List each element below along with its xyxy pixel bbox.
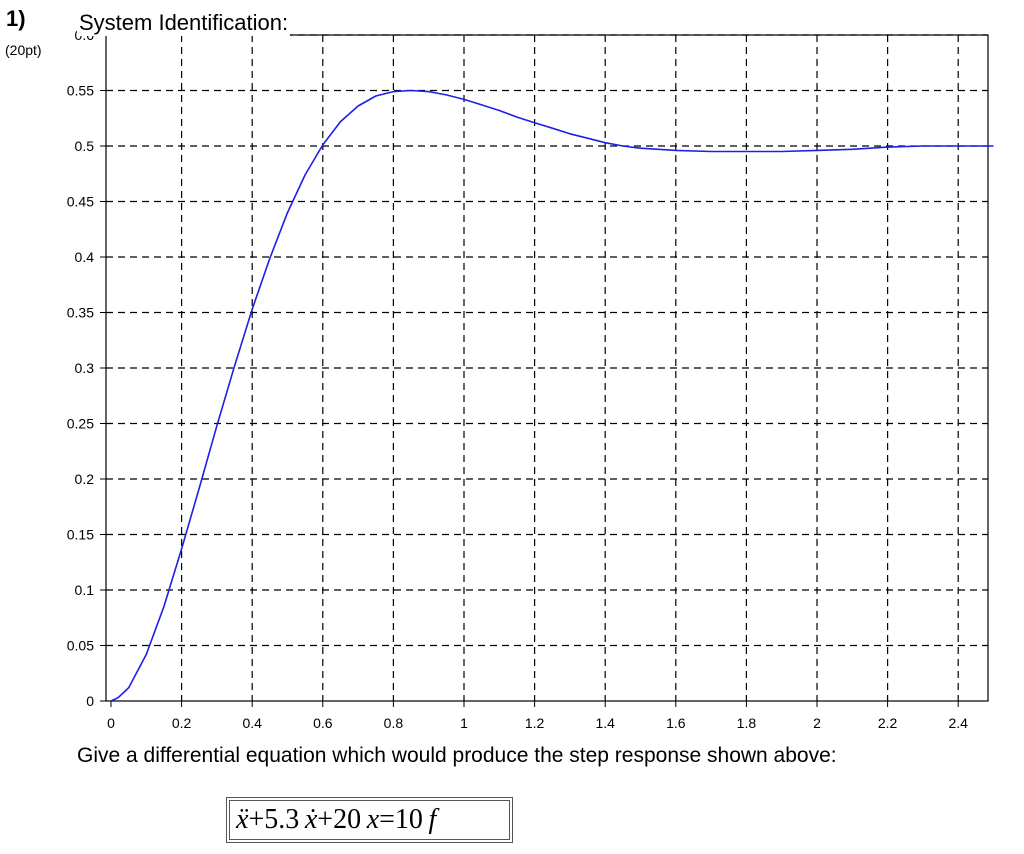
x-tick-label: 1.4 [595,715,615,731]
step-response-line [110,89,994,702]
eq-equals: = [379,804,395,835]
y-tick-label: 0 [86,693,94,709]
x-tick-label: 0 [107,715,115,731]
x-tick-label: 0.2 [172,715,192,731]
eq-first-derivative-x: ẋ [304,804,318,835]
question-number: 1) [6,6,26,31]
y-tick-label: 0.15 [67,527,94,543]
answer-box: ẍ+5.3 ẋ+20 x=10 f [226,797,513,843]
x-tick-label: 2.4 [948,715,968,731]
y-tick-label: 0.3 [75,360,95,376]
eq-plus-2: + [317,804,334,835]
x-tick-label: 1.6 [666,715,686,731]
y-tick-label: 0.2 [75,471,95,487]
y-tick-label: 0.5 [75,138,95,154]
y-tick-label: 0.25 [67,416,94,432]
plot-frame [105,34,989,702]
step-response-chart: 0 0.2 0.4 0.6 0.8 1 1.2 1.4 1.6 1.8 2 2.2 2.4 0 0.05 0.… [67,27,994,731]
question-points: (20pt) [5,42,42,58]
x-tick-label: 1 [460,715,468,731]
eq-second-derivative-x: ẍ [236,804,249,835]
y-tick-label: 0.45 [67,194,94,210]
y-tick-label: 0.05 [67,638,94,654]
grid-lines [106,34,988,701]
differential-equation: ẍ+5.3 ẋ+20 x=10 f [229,800,510,840]
x-tick-label: 0.8 [384,715,404,731]
y-tick-label: 0.35 [67,305,94,321]
eq-damping-coefficient: 5.3 [264,804,300,835]
eq-x: x [366,804,380,835]
eq-plus-1: + [248,804,265,835]
question-prompt: Give a differential equation which would… [77,744,837,768]
y-tick-label: 0.55 [67,83,94,99]
question-title: System Identification: [77,10,291,36]
x-tick-label: 1.8 [737,715,757,731]
eq-stiffness-coefficient: 20 [333,804,362,835]
y-tick-label: 0.1 [75,582,95,598]
x-tick-label: 1.2 [525,715,545,731]
x-tick-label: 0.4 [242,715,262,731]
y-tick-label: 0.4 [75,249,95,265]
x-tick-label: 2 [813,715,821,731]
eq-f: f [428,804,437,835]
eq-gain-coefficient: 10 [394,804,423,835]
tick-labels: 0 0.2 0.4 0.6 0.8 1 1.2 1.4 1.6 1.8 2 2.2 2.4 0 0.05 0.… [67,27,968,731]
x-tick-label: 2.2 [878,715,898,731]
series [110,89,994,702]
x-tick-label: 0.6 [313,715,333,731]
